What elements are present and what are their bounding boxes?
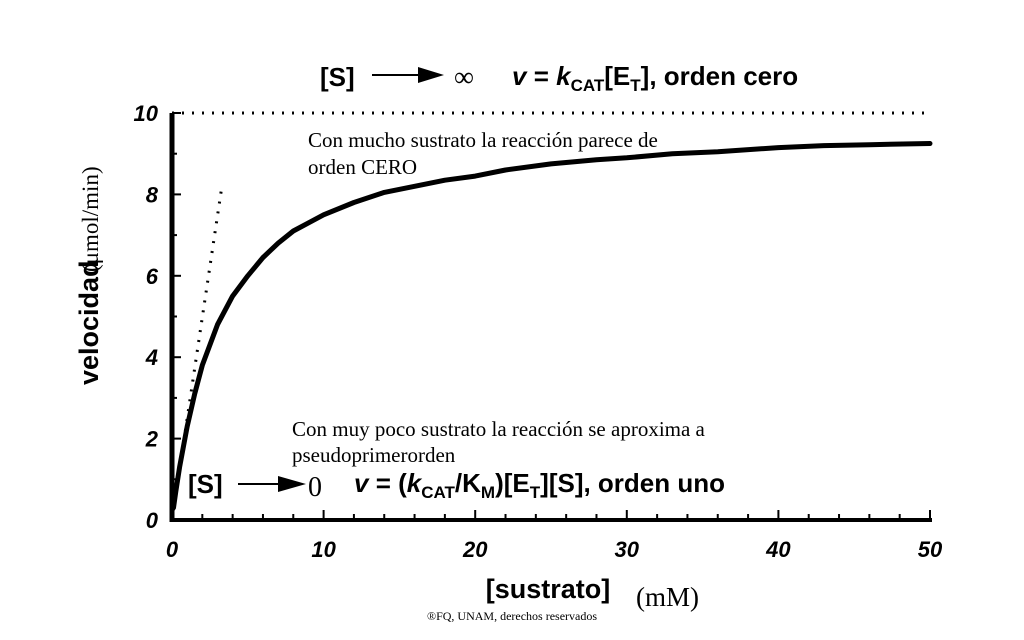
zero-order-equation: v = kCAT[ET], orden cero	[512, 61, 798, 95]
x-tick-label: 20	[462, 537, 488, 562]
x-tick-label: 0	[166, 537, 179, 562]
axis-ticks	[171, 112, 931, 521]
zero-order-arrow-icon	[372, 67, 444, 83]
x-tick-label: 30	[615, 537, 640, 562]
velocity-curve	[171, 141, 933, 511]
series-group	[170, 111, 933, 521]
y-tick-label: 6	[146, 264, 159, 289]
y-axis-label: velocidad	[74, 260, 104, 385]
first-order-note-line1: Con muy poco sustrato la reacción se apr…	[292, 417, 706, 441]
zero-order-note-line1: Con mucho sustrato la reacción parece de	[308, 128, 658, 152]
first-order-equation: v = (kCAT/KM)[ET][S], orden uno	[354, 468, 725, 502]
first-order-note-line2: pseudoprimerorden	[292, 443, 456, 467]
axis-tick-labels: 0 10 20 30 40 50 0 2 4 6 8 10	[134, 101, 943, 562]
y-tick-label: 2	[145, 427, 159, 452]
y-tick-label: 0	[146, 508, 159, 533]
axes	[169, 113, 932, 522]
zero-order-annotation: [S] ∞ v = kCAT[ET], orden cero Con mucho…	[308, 61, 798, 179]
y-axis-unit: (μmol/min)	[78, 166, 103, 272]
y-tick-label: 10	[134, 101, 159, 126]
x-tick-label: 40	[765, 537, 791, 562]
y-tick-label: 4	[145, 345, 158, 370]
y-tick-label: 8	[146, 182, 159, 207]
x-tick-label: 50	[918, 537, 943, 562]
zero-order-limit: ∞	[454, 62, 474, 93]
y-axis-unit-group: (μmol/min)	[78, 166, 103, 272]
zero-order-note-line2: orden CERO	[308, 155, 417, 179]
zero-order-substrate-label: [S]	[320, 62, 355, 92]
y-axis-label-group: velocidad	[74, 260, 104, 385]
x-axis-label: [sustrato]	[486, 574, 611, 604]
copyright-footer: ®FQ, UNAM, derechos reservados	[427, 609, 597, 623]
x-axis-unit: (mM)	[636, 582, 699, 612]
first-order-annotation: Con muy poco sustrato la reacción se apr…	[188, 417, 725, 503]
first-order-limit: 0	[308, 472, 322, 503]
x-tick-label: 10	[311, 537, 336, 562]
first-order-substrate-label: [S]	[188, 469, 223, 499]
first-order-arrow-icon	[238, 476, 306, 492]
